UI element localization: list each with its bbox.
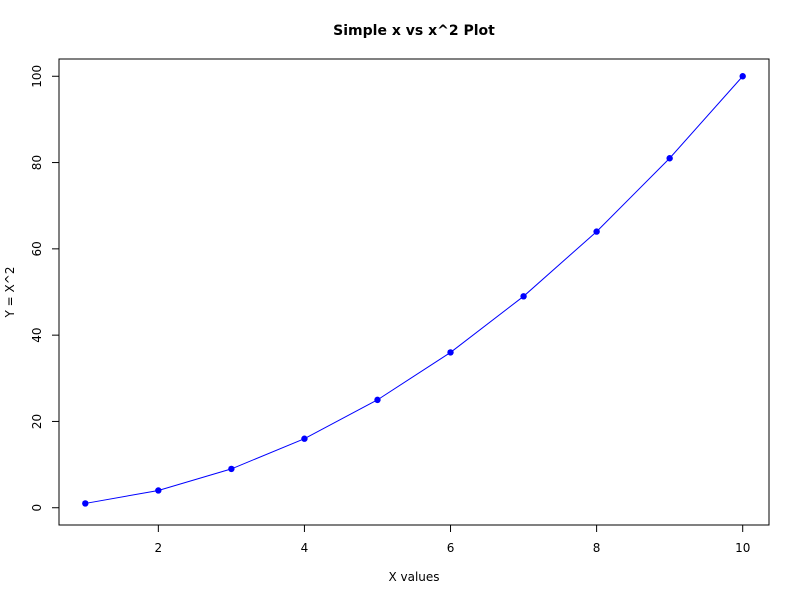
x-tick-label: 4	[301, 541, 309, 555]
data-point	[374, 396, 381, 404]
y-tick-label: 100	[30, 65, 44, 88]
y-tick-label: 0	[30, 504, 44, 512]
x-tick-label: 8	[593, 541, 601, 555]
chart-title: Simple x vs x^2 Plot	[333, 23, 495, 39]
y-tick-label: 60	[30, 241, 44, 256]
series-group	[82, 73, 746, 507]
y-tick-label: 20	[30, 414, 44, 429]
x-axis: 2 4 6 8 10	[155, 524, 750, 555]
y-axis-label: Y = X^2	[3, 267, 17, 319]
data-point	[447, 349, 454, 356]
data-point	[155, 487, 162, 494]
data-point	[228, 465, 235, 473]
x-axis-label: X values	[388, 570, 439, 584]
y-axis: 0 20 40 60 80 100	[30, 65, 60, 512]
x-tick-label: 6	[447, 541, 455, 555]
plot-frame	[58, 58, 770, 526]
data-point	[593, 228, 600, 235]
series-line	[85, 75, 744, 504]
data-point	[301, 435, 308, 442]
x-tick-label: 2	[155, 541, 163, 555]
data-point	[739, 73, 746, 80]
data-point	[82, 500, 89, 507]
y-tick-label: 40	[30, 328, 44, 343]
x-tick-label: 10	[735, 541, 750, 555]
data-point	[520, 293, 527, 300]
y-tick-label: 80	[30, 155, 44, 170]
data-point	[666, 155, 673, 162]
